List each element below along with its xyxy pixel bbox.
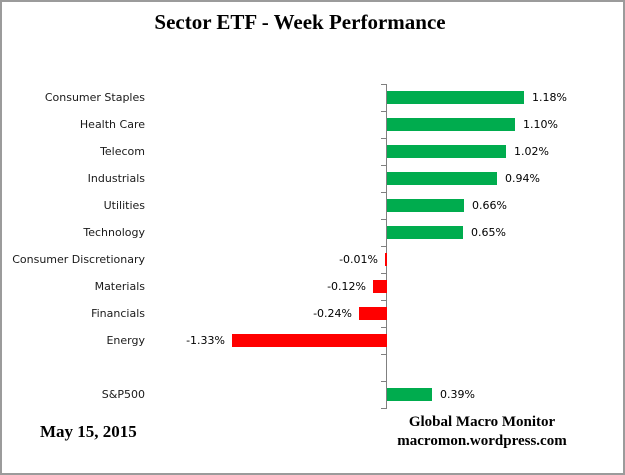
bar	[387, 118, 515, 131]
category-label: Materials	[94, 279, 145, 293]
value-label: -0.24%	[313, 306, 352, 320]
category-label: Health Care	[79, 117, 145, 131]
axis-tick	[381, 246, 387, 247]
attribution-url: macromon.wordpress.com	[397, 433, 567, 449]
category-label: Energy	[106, 333, 145, 347]
chart-title: Sector ETF - Week Performance	[154, 10, 446, 34]
bar	[385, 253, 387, 266]
bar	[387, 388, 432, 401]
category-label: Consumer Discretionary	[12, 252, 145, 266]
category-label: Consumer Staples	[44, 90, 145, 104]
axis-tick	[381, 138, 387, 139]
axis-tick	[381, 84, 387, 85]
axis-tick	[381, 111, 387, 112]
value-label: 1.10%	[523, 117, 558, 131]
category-label: Telecom	[100, 144, 145, 158]
value-label: -1.33%	[186, 333, 225, 347]
axis-tick	[381, 219, 387, 220]
bar	[387, 91, 524, 104]
value-label: -0.12%	[327, 279, 366, 293]
value-label: 0.65%	[471, 225, 506, 239]
axis-tick	[381, 408, 387, 409]
value-label: 1.18%	[532, 90, 567, 104]
category-label: Utilities	[103, 198, 145, 212]
bar	[387, 172, 497, 185]
bar	[373, 280, 387, 293]
bar	[387, 199, 464, 212]
attribution-source: Global Macro Monitor	[408, 414, 556, 430]
category-label: S&P500	[101, 387, 145, 401]
axis-tick	[381, 327, 387, 328]
axis-tick	[381, 300, 387, 301]
attribution: Global Macro Monitor macromon.wordpress.…	[342, 413, 622, 451]
value-label: 1.02%	[514, 144, 549, 158]
value-label: 0.94%	[505, 171, 540, 185]
axis-tick	[381, 192, 387, 193]
axis-tick	[381, 165, 387, 166]
axis-tick	[381, 273, 387, 274]
axis-tick	[381, 354, 387, 355]
bar	[387, 145, 506, 158]
bar	[232, 334, 387, 347]
category-label: Industrials	[87, 171, 145, 185]
value-label: 0.39%	[440, 387, 475, 401]
bar	[387, 226, 463, 239]
value-label: -0.01%	[339, 252, 378, 266]
date-label: May 15, 2015	[40, 422, 137, 441]
value-label: 0.66%	[472, 198, 507, 212]
bar	[359, 307, 387, 320]
category-label: Financials	[91, 306, 145, 320]
category-label: Technology	[83, 225, 145, 239]
axis-tick	[381, 381, 387, 382]
